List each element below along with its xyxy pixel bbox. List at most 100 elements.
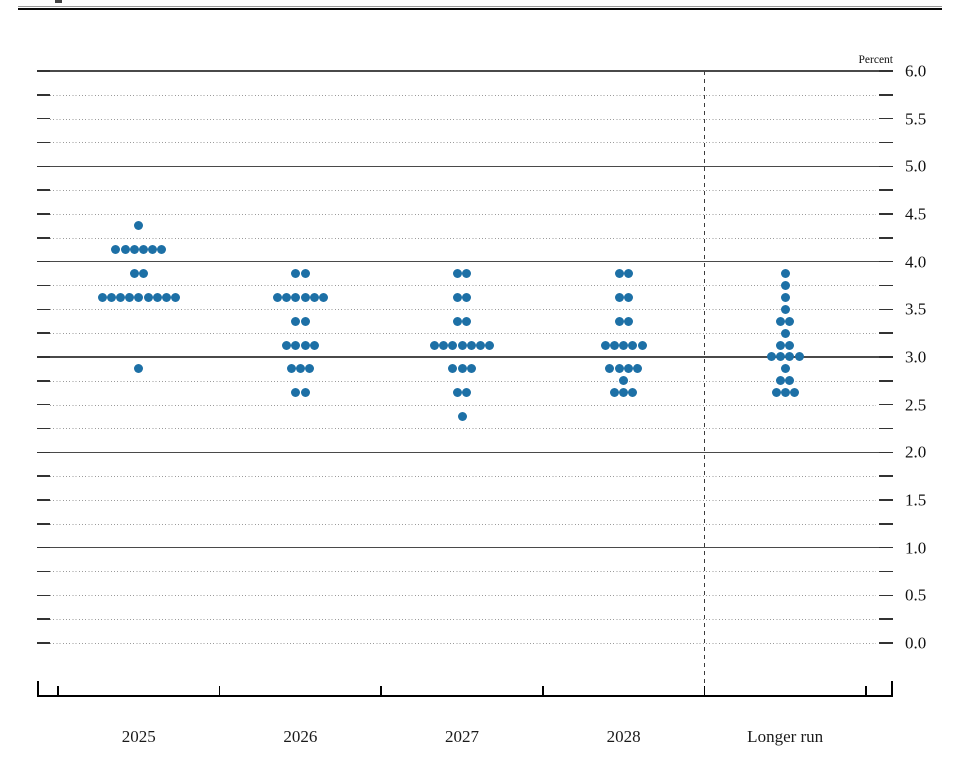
y-tick-left <box>37 260 50 263</box>
projection-dot <box>780 328 790 338</box>
projection-dot <box>628 388 638 398</box>
y-tick-label: 6.0 <box>905 61 927 81</box>
y-tick-right <box>879 117 893 120</box>
projection-dot <box>785 352 795 362</box>
projection-dot <box>286 364 296 374</box>
projection-dot <box>138 269 148 279</box>
y-tick-right <box>879 165 893 168</box>
projection-dot <box>462 388 472 398</box>
projection-dot <box>614 364 624 374</box>
projection-dot <box>771 388 781 398</box>
y-gridline-dotted <box>50 428 876 430</box>
projection-dot <box>780 388 790 398</box>
projection-dot <box>143 292 153 302</box>
projection-dot <box>157 245 167 255</box>
projection-dot <box>623 292 633 302</box>
y-gridline-dotted <box>50 142 876 144</box>
projection-dot <box>457 340 467 350</box>
clipped-text-remnant <box>55 0 62 3</box>
projection-dot <box>785 340 795 350</box>
column-label-2026: 2026 <box>283 727 318 746</box>
y-tick-right <box>879 570 893 573</box>
y-tick-label: 0.0 <box>905 633 927 653</box>
column-label-2025: 2025 <box>121 727 156 746</box>
y-tick-label: 1.0 <box>905 538 927 558</box>
projection-dot <box>609 340 619 350</box>
projection-dot <box>780 304 790 314</box>
projection-dot <box>623 269 633 279</box>
y-tick-right <box>879 642 893 644</box>
x-axis-baseline <box>37 695 893 697</box>
projection-dot <box>129 245 139 255</box>
y-gridline-dotted <box>50 118 876 120</box>
projection-dot <box>776 316 786 326</box>
projection-dot <box>776 352 786 362</box>
x-axis-tick <box>218 686 221 697</box>
y-gridline-dotted <box>50 404 876 406</box>
projection-dot <box>789 388 799 398</box>
projection-dot <box>485 340 495 350</box>
y-tick-right <box>879 618 893 620</box>
projection-dot <box>452 269 462 279</box>
top-rule-gray <box>18 6 942 7</box>
projection-dot <box>295 364 305 374</box>
y-tick-right <box>879 427 893 430</box>
y-tick-right <box>879 94 893 96</box>
y-tick-right <box>879 213 893 215</box>
x-axis-tick <box>865 686 867 697</box>
y-tick-left <box>37 403 50 406</box>
projection-dot <box>600 340 610 350</box>
projection-dot <box>161 292 171 302</box>
projection-dot <box>134 364 144 374</box>
y-tick-right <box>879 189 893 191</box>
y-gridline-dotted <box>50 619 876 621</box>
projection-dot <box>300 340 310 350</box>
y-tick-label: 1.5 <box>905 490 927 510</box>
projection-dot <box>614 269 624 279</box>
projection-dot <box>780 280 790 290</box>
projection-dot <box>138 245 148 255</box>
projection-dot <box>780 364 790 374</box>
projection-dot <box>452 388 462 398</box>
y-axis-unit-label: Percent <box>858 54 893 66</box>
y-tick-right <box>879 237 893 239</box>
projection-dot <box>462 269 472 279</box>
projection-dot <box>291 269 301 279</box>
projection-dot <box>97 292 107 302</box>
y-tick-right <box>879 356 893 358</box>
projection-dot <box>462 316 472 326</box>
y-tick-label: 4.0 <box>905 252 927 272</box>
column-label-2028: 2028 <box>606 727 641 746</box>
y-tick-left <box>37 380 50 382</box>
y-tick-left <box>37 165 50 168</box>
y-tick-label: 3.5 <box>905 299 927 319</box>
y-tick-left <box>37 451 50 454</box>
y-tick-label: 3.0 <box>905 347 927 367</box>
projection-dot <box>609 388 619 398</box>
projection-dot <box>619 340 629 350</box>
y-gridline-solid <box>37 356 893 358</box>
column-label-longer-run: Longer run <box>747 727 824 746</box>
projection-dot <box>619 376 629 386</box>
y-tick-right <box>879 499 893 501</box>
projection-dot <box>780 292 790 302</box>
y-tick-left <box>37 332 50 334</box>
y-gridline-solid <box>37 451 893 453</box>
y-gridline-dotted <box>50 380 876 382</box>
y-tick-right <box>879 594 893 597</box>
x-axis-tick <box>703 686 706 697</box>
projection-dot <box>291 340 301 350</box>
projection-dot <box>619 388 629 398</box>
y-tick-left <box>37 189 50 191</box>
projection-dot <box>614 292 624 302</box>
x-axis-tick <box>380 686 382 697</box>
projection-dot <box>134 221 144 231</box>
y-gridline-solid <box>37 165 893 167</box>
y-gridline-dotted <box>50 333 876 335</box>
projection-dot <box>466 364 476 374</box>
y-tick-label: 4.5 <box>905 204 927 224</box>
projection-dot <box>148 245 158 255</box>
y-tick-label: 2.5 <box>905 395 927 415</box>
y-gridline-dotted <box>50 499 876 501</box>
